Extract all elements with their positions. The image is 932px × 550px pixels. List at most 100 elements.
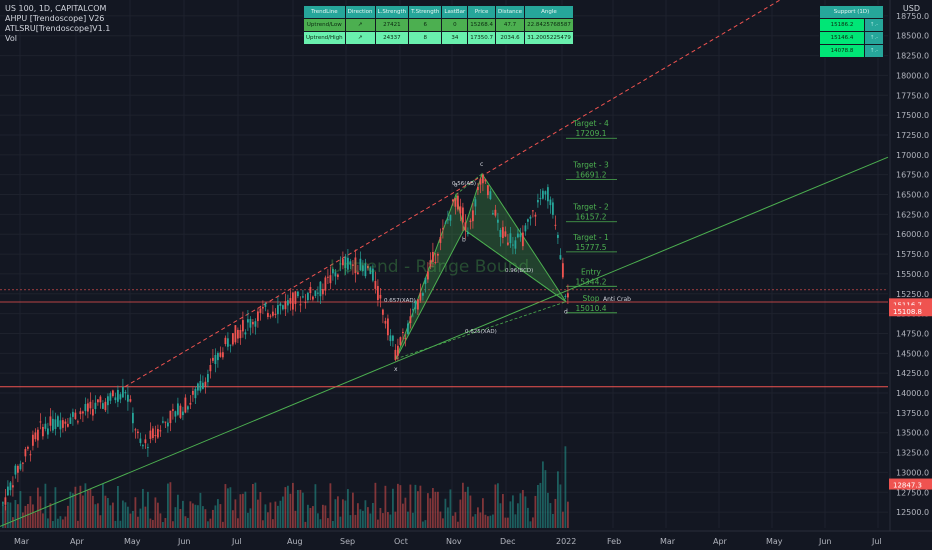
candle-body: [134, 429, 137, 431]
pattern-name-label: Anti Crab: [603, 296, 631, 303]
volume-bar: [407, 511, 409, 528]
volume-bar: [384, 485, 387, 528]
volume-bar: [532, 517, 534, 528]
candle-body: [387, 318, 389, 336]
date-tick-label: Feb: [607, 537, 621, 546]
volume-bar: [352, 492, 354, 528]
candle-body: [12, 485, 14, 488]
candle-body: [2, 502, 4, 504]
candle-body: [359, 258, 362, 271]
volume-bar: [557, 471, 559, 528]
volume-bar: [52, 521, 54, 528]
table-header-row: TrendLine Direction L.Strength T.Strengt…: [303, 5, 574, 19]
volume-bar: [177, 494, 179, 528]
candle-body: [322, 288, 324, 295]
volume-bar: [547, 492, 549, 528]
candle-body: [64, 421, 67, 424]
candlesticks: [2, 173, 569, 511]
volume-bar: [369, 513, 372, 528]
candle-body: [117, 389, 119, 402]
volume-bar: [142, 488, 144, 528]
table-cell: 15268.4: [467, 18, 497, 32]
uptrend-low-line: [0, 156, 889, 527]
volume-bar: [47, 518, 49, 528]
volume-bar: [79, 485, 82, 528]
price-axis: 18750.0 18500.0 18250.0 18000.0 17750.0 17500…: [889, 0, 932, 531]
currency-label[interactable]: USD: [902, 4, 920, 13]
volume-bar: [337, 496, 339, 528]
volume-bar: [17, 504, 19, 528]
volume-bar: [279, 500, 282, 528]
volume-bar: [282, 496, 284, 528]
volume-bar: [542, 461, 544, 528]
volume-bar: [272, 519, 274, 528]
pattern-bd: [463, 229, 567, 303]
volume-bar: [332, 521, 334, 528]
table-cell: 8: [408, 31, 443, 45]
pattern-ratio-label: 0.625(XAD): [465, 329, 497, 335]
volume-bar: [469, 495, 472, 528]
pattern-ac: [455, 173, 483, 195]
date-tick-label: May: [766, 537, 783, 546]
trendline-table: TrendLine Direction L.Strength T.Strengt…: [303, 5, 574, 45]
volume-bar: [402, 503, 404, 528]
volume-bar: [359, 509, 362, 528]
candle-body: [547, 187, 549, 202]
volume-bar: [277, 505, 279, 528]
indicator-vol[interactable]: Vol: [5, 34, 17, 43]
volume-bar: [254, 482, 257, 528]
symbol-title[interactable]: US 100, 1D, CAPITALCOM: [5, 4, 107, 13]
candle-body: [464, 222, 467, 231]
time-axis: Mar Apr May Jun Jul Aug Sep Oct Nov Dec 2022 Feb Mar…: [0, 530, 932, 546]
volume-bar: [304, 521, 307, 528]
indicator-atlsru[interactable]: ATLSRU[Trendoscope]V1.1: [5, 24, 111, 33]
candle-body: [62, 420, 64, 428]
volume-bar: [454, 512, 457, 528]
date-tick-label: Oct: [394, 537, 408, 546]
candle-body: [239, 329, 242, 339]
volume-bar: [344, 500, 347, 528]
volume-bar: [137, 516, 139, 528]
candle-body: [184, 397, 187, 413]
volume-bar: [67, 505, 69, 528]
volume-bar: [349, 515, 352, 528]
volume-bar: [392, 488, 394, 528]
candle-body: [17, 465, 19, 473]
volume-bar: [227, 488, 229, 528]
candle-body: [407, 323, 409, 335]
candle-body: [249, 318, 252, 328]
table-cell: 2034.6: [495, 31, 526, 45]
volume-bar: [112, 502, 114, 528]
indicator-ahpu[interactable]: AHPU [Trendoscope] V26: [5, 14, 105, 23]
volume-bar: [159, 513, 162, 528]
candle-body: [412, 309, 414, 311]
candle-body: [39, 421, 42, 423]
volume-bar: [377, 519, 379, 528]
volume-bar: [89, 488, 92, 528]
price-tick-label: 14500.0: [896, 349, 929, 358]
candle-body: [422, 293, 424, 296]
volume-bar: [447, 507, 449, 528]
volume-bar: [399, 485, 402, 528]
table-cell: 17350.7: [467, 31, 497, 45]
candle-body: [444, 222, 447, 224]
volume-bar: [467, 486, 469, 528]
candle-body: [122, 386, 124, 398]
date-tick-label: Nov: [446, 537, 462, 546]
support-mark: ↑.-: [864, 18, 884, 32]
candle-body: [562, 263, 564, 278]
date-tick-label: Jun: [177, 537, 191, 546]
date-tick-label: Sep: [340, 537, 355, 546]
candle-body: [32, 434, 34, 446]
candle-body: [79, 411, 82, 415]
table-cell: 27421: [374, 18, 410, 32]
candle-body: [14, 465, 17, 475]
candle-body: [357, 272, 359, 275]
volume-bar: [307, 504, 309, 528]
volume-bar: [317, 513, 319, 528]
volume-bar: [94, 504, 97, 528]
candle-body: [504, 231, 507, 237]
support-table: Support (1D) 15186.2 ↑.- 15146.4 ↑.- 14078…: [819, 5, 884, 58]
candle-body: [374, 281, 377, 289]
